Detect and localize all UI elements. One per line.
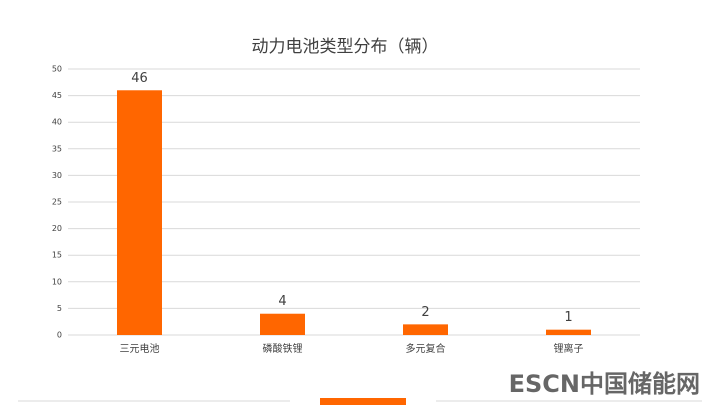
data-label: 46 [131, 71, 148, 86]
y-tick-label: 10 [52, 277, 62, 286]
y-tick-label: 5 [57, 304, 62, 313]
decor-bar [320, 398, 406, 405]
y-tick-label: 0 [57, 331, 62, 340]
bar [403, 324, 448, 335]
y-tick-label: 35 [52, 144, 62, 153]
bar [546, 329, 591, 335]
data-label: 2 [421, 305, 429, 320]
y-tick-label: 40 [52, 118, 62, 127]
y-tick-label: 30 [52, 171, 62, 180]
bar [260, 313, 305, 335]
bar [117, 90, 162, 335]
data-label: 1 [564, 310, 572, 325]
y-tick-label: 45 [52, 91, 62, 100]
y-tick-label: 20 [52, 224, 62, 233]
y-tick-label: 15 [52, 251, 62, 260]
chart-title: 动力电池类型分布（辆） [252, 37, 439, 57]
x-tick-label: 磷酸铁锂 [263, 342, 303, 355]
x-tick-label: 多元复合 [406, 342, 446, 355]
watermark: ESCN中国储能网 [509, 370, 700, 398]
x-tick-label: 锂离子 [554, 342, 584, 355]
data-label: 4 [278, 294, 286, 309]
y-tick-label: 25 [52, 198, 62, 207]
x-tick-label: 三元电池 [120, 342, 160, 355]
y-tick-label: 50 [52, 65, 62, 74]
